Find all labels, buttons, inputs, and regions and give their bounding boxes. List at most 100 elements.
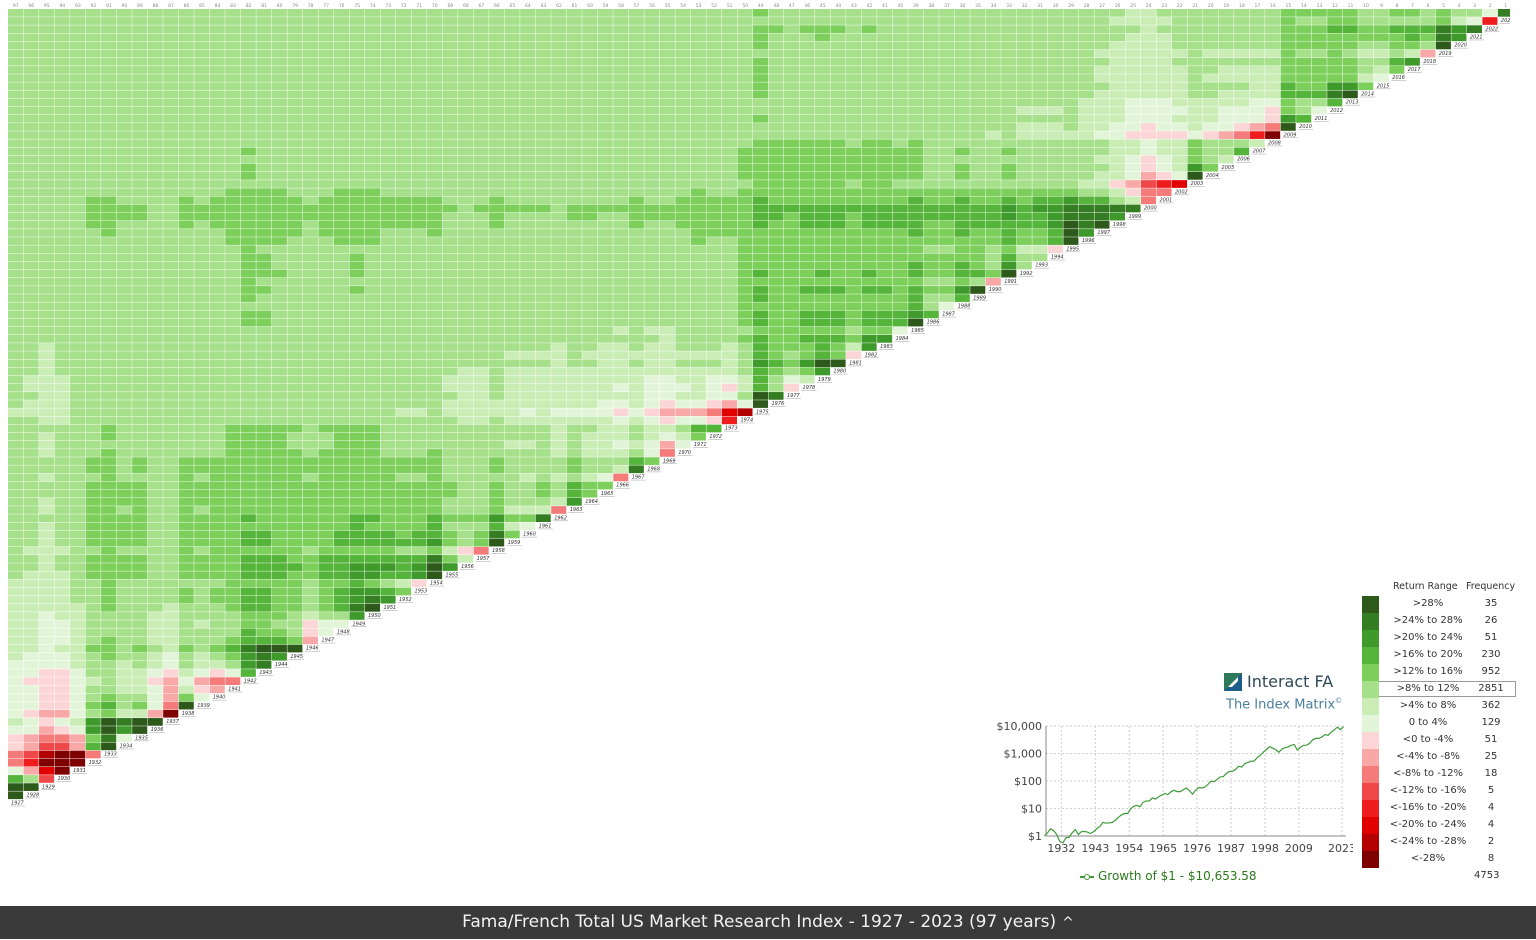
matrix-cell — [318, 514, 333, 522]
matrix-cell — [86, 628, 101, 636]
matrix-cell — [194, 311, 209, 319]
matrix-cell — [148, 107, 163, 115]
matrix-cell — [318, 196, 333, 204]
matrix-cell — [256, 42, 271, 50]
matrix-cell — [722, 123, 737, 131]
matrix-cell — [893, 115, 908, 123]
matrix-cell — [210, 408, 225, 416]
matrix-cell — [815, 188, 830, 196]
matrix-cell — [551, 148, 566, 156]
matrix-cell — [1017, 262, 1032, 270]
matrix-cell — [458, 42, 473, 50]
matrix-cell — [349, 25, 364, 33]
matrix-cell — [163, 91, 178, 99]
matrix-cell — [986, 33, 1001, 41]
matrix-cell — [1327, 42, 1342, 50]
matrix-cell — [1172, 50, 1187, 58]
matrix-cell — [427, 302, 442, 310]
matrix-cell — [582, 368, 597, 376]
matrix-cell — [893, 66, 908, 74]
matrix-cell — [117, 278, 132, 286]
matrix-cell — [396, 221, 411, 229]
matrix-cell — [800, 58, 815, 66]
matrix-cell — [272, 180, 287, 188]
matrix-cell — [737, 237, 752, 245]
matrix-cell — [225, 547, 240, 555]
matrix-cell — [334, 400, 349, 408]
matrix-cell — [365, 131, 380, 139]
matrix-cell — [784, 115, 799, 123]
matrix-cell — [722, 25, 737, 33]
matrix-cell — [380, 196, 395, 204]
matrix-cell — [986, 262, 1001, 270]
matrix-cell — [427, 555, 442, 563]
matrix-cell — [598, 131, 613, 139]
column-header-label: 37 — [944, 3, 950, 9]
matrix-cell — [505, 319, 520, 327]
matrix-cell — [598, 172, 613, 180]
matrix-cell — [101, 702, 116, 710]
matrix-cell — [893, 17, 908, 25]
matrix-cell — [1063, 107, 1078, 115]
matrix-cell — [768, 74, 783, 82]
matrix-cell — [443, 343, 458, 351]
matrix-cell — [163, 180, 178, 188]
matrix-cell — [1281, 107, 1296, 115]
matrix-cell — [784, 237, 799, 245]
matrix-cell — [148, 563, 163, 571]
matrix-cell — [412, 42, 427, 50]
matrix-cell — [256, 25, 271, 33]
matrix-cell — [1188, 66, 1203, 74]
matrix-cell — [1203, 74, 1218, 82]
matrix-cell — [349, 351, 364, 359]
matrix-cell — [520, 433, 535, 441]
matrix-cell — [380, 131, 395, 139]
matrix-cell — [70, 612, 85, 620]
matrix-cell — [148, 237, 163, 245]
matrix-cell — [101, 237, 116, 245]
matrix-cell — [148, 376, 163, 384]
matrix-cell — [349, 50, 364, 58]
matrix-cell — [458, 335, 473, 343]
column-header-label: 94 — [59, 3, 65, 9]
matrix-cell — [862, 148, 877, 156]
matrix-cell — [970, 278, 985, 286]
matrix-cell — [380, 400, 395, 408]
matrix-cell — [1125, 33, 1140, 41]
matrix-cell — [520, 237, 535, 245]
matrix-cell — [893, 188, 908, 196]
matrix-cell — [318, 506, 333, 514]
matrix-cell — [303, 270, 318, 278]
matrix-cell — [241, 433, 256, 441]
matrix-cell — [24, 531, 39, 539]
diagonal-year-label: 1945 — [290, 654, 303, 660]
matrix-cell — [318, 294, 333, 302]
matrix-cell — [55, 270, 70, 278]
matrix-cell — [846, 351, 861, 359]
matrix-cell — [179, 164, 194, 172]
matrix-cell — [1172, 139, 1187, 147]
matrix-cell — [443, 482, 458, 490]
matrix-cell — [179, 580, 194, 588]
matrix-cell — [427, 254, 442, 262]
matrix-cell — [443, 522, 458, 530]
matrix-cell — [334, 417, 349, 425]
matrix-cell — [287, 474, 302, 482]
matrix-cell — [8, 694, 23, 702]
matrix-cell — [970, 33, 985, 41]
matrix-cell — [862, 131, 877, 139]
matrix-cell — [256, 17, 271, 25]
matrix-cell — [660, 196, 675, 204]
matrix-cell — [380, 522, 395, 530]
matrix-cell — [117, 180, 132, 188]
matrix-cell — [427, 457, 442, 465]
column-header-label: 80 — [277, 3, 283, 9]
matrix-cell — [784, 91, 799, 99]
matrix-cell — [1188, 156, 1203, 164]
matrix-cell — [784, 262, 799, 270]
matrix-cell — [443, 376, 458, 384]
matrix-cell — [1032, 164, 1047, 172]
matrix-cell — [489, 417, 504, 425]
matrix-cell — [365, 547, 380, 555]
column-header-label: 9 — [1380, 3, 1383, 9]
